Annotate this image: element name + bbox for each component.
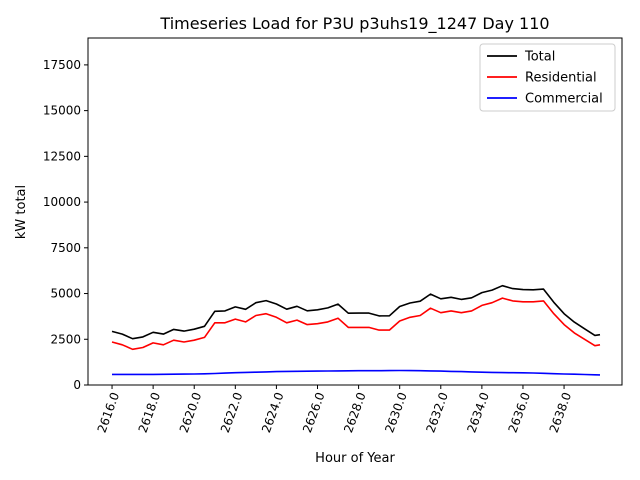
y-tick-label: 7500: [50, 241, 81, 255]
chart-title: Timeseries Load for P3U p3uhs19_1247 Day…: [159, 14, 549, 34]
series-line-total: [111, 284, 601, 340]
y-tick-label: 5000: [50, 287, 81, 301]
y-tick-label: 2500: [50, 332, 81, 346]
series-line-residential: [111, 297, 601, 351]
y-tick-label: 0: [73, 378, 81, 392]
legend: Total Residential Commercial: [479, 43, 616, 112]
legend-label-residential: Residential: [525, 71, 597, 86]
axes-frame: [87, 37, 623, 386]
legend-label-total: Total: [524, 50, 555, 65]
y-tick-label: 15000: [43, 104, 81, 118]
y-axis-label: kW total: [14, 185, 29, 239]
x-axis-label: Hour of Year: [315, 451, 395, 466]
y-tick-label: 17500: [43, 58, 81, 72]
y-tick-label: 10000: [43, 195, 81, 209]
legend-label-commercial: Commercial: [525, 92, 603, 107]
series-line-commercial: [112, 369, 601, 376]
y-tick-label: 12500: [43, 149, 81, 163]
